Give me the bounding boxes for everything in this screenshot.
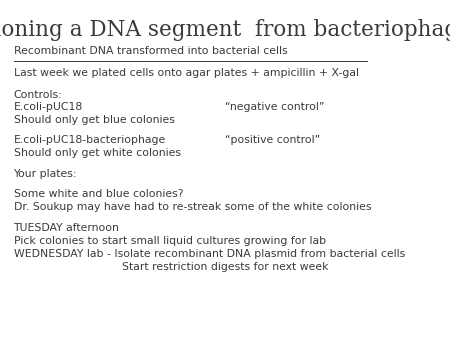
Text: Controls:: Controls: [14,90,62,100]
Text: Should only get blue colonies: Should only get blue colonies [14,115,175,125]
Text: Dr. Soukup may have had to re-streak some of the white colonies: Dr. Soukup may have had to re-streak som… [14,202,371,212]
Text: Recombinant DNA transformed into bacterial cells: Recombinant DNA transformed into bacteri… [14,46,287,56]
Text: Should only get white colonies: Should only get white colonies [14,148,180,158]
Text: TUESDAY afternoon: TUESDAY afternoon [14,223,119,233]
Text: Start restriction digests for next week: Start restriction digests for next week [122,262,328,272]
Text: E.coli-pUC18: E.coli-pUC18 [14,102,83,113]
Text: Pick colonies to start small liquid cultures growing for lab: Pick colonies to start small liquid cult… [14,236,326,246]
Text: “negative control”: “negative control” [225,102,324,113]
Text: Some white and blue colonies?: Some white and blue colonies? [14,189,183,199]
Text: Last week we plated cells onto agar plates + ampicillin + X-gal: Last week we plated cells onto agar plat… [14,68,359,78]
Text: E.coli-pUC18-bacteriophage: E.coli-pUC18-bacteriophage [14,135,166,145]
Text: Cloning a DNA segment  from bacteriophage: Cloning a DNA segment from bacteriophage [0,19,450,41]
Text: WEDNESDAY lab - Isolate recombinant DNA plasmid from bacterial cells: WEDNESDAY lab - Isolate recombinant DNA … [14,249,405,259]
Text: “positive control”: “positive control” [225,135,320,145]
Text: Your plates:: Your plates: [14,169,77,179]
